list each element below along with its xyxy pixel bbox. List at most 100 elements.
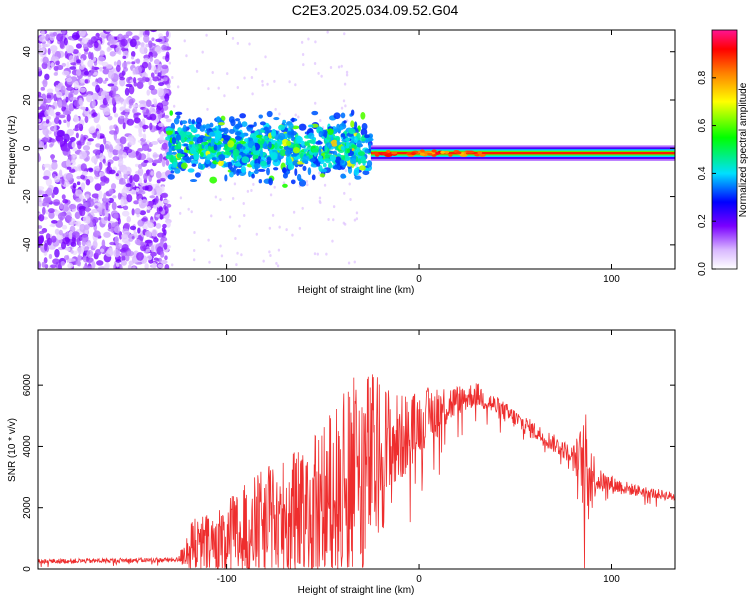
spectrogram-noise-mark bbox=[83, 70, 89, 76]
spectrogram-noise-mark bbox=[38, 35, 47, 42]
spectrogram-noise-mark bbox=[134, 239, 141, 245]
spectrogram-noise-mark bbox=[113, 87, 117, 96]
spectrogram-noise-mark bbox=[122, 66, 129, 72]
spectrogram-signal-mark bbox=[329, 150, 335, 154]
spectrogram-noise-mark bbox=[41, 62, 48, 70]
spectrogram-signal-mark bbox=[237, 120, 242, 127]
spectrogram-signal-mark bbox=[170, 170, 175, 174]
spectrogram-signal-mark bbox=[278, 132, 285, 141]
spectrogram-noise-mark bbox=[139, 79, 146, 83]
spectrogram-signal-mark bbox=[266, 167, 270, 176]
spectrogram-signal-mark bbox=[234, 136, 241, 140]
spectrogram-noise-mark bbox=[52, 199, 61, 206]
spectrogram-noise-mark bbox=[38, 186, 45, 191]
spectrogram-signal-mark bbox=[317, 155, 323, 162]
spectrogram-signal-mark bbox=[239, 113, 247, 119]
spectrogram-signal-mark bbox=[287, 157, 292, 165]
spectrogram-noise-mark bbox=[94, 165, 100, 172]
spectrogram-noise-mark bbox=[47, 47, 51, 55]
spectrogram-noise-mark bbox=[261, 79, 264, 83]
spectrogram-noise-mark bbox=[343, 191, 346, 195]
spectrogram-noise-mark bbox=[57, 99, 63, 109]
spectrogram-noise-mark bbox=[255, 232, 259, 236]
spectrogram-noise-mark bbox=[145, 249, 151, 253]
spectrogram-noise-mark bbox=[103, 216, 109, 221]
spectrogram-noise-mark bbox=[125, 83, 133, 88]
spectrogram-noise-mark bbox=[86, 249, 94, 258]
spectrogram-noise-mark bbox=[158, 206, 163, 212]
spectrogram-noise-mark bbox=[306, 183, 309, 187]
spectrogram-noise-mark bbox=[153, 59, 160, 65]
spectrogram-noise-mark bbox=[62, 237, 70, 245]
spectrogram-noise-mark bbox=[92, 71, 99, 76]
spectrogram-noise-mark bbox=[38, 225, 43, 229]
spectrogram-noise-mark bbox=[271, 213, 275, 217]
spectrogram-noise-mark bbox=[81, 170, 88, 176]
spectrogram-frame bbox=[37, 29, 676, 270]
spectrogram-noise-mark bbox=[344, 169, 348, 173]
spectrogram-signal-mark bbox=[195, 117, 203, 125]
spectrogram-noise-mark bbox=[155, 170, 162, 179]
spectrogram-noise-mark bbox=[325, 252, 328, 256]
spectrogram-noise-mark bbox=[275, 261, 278, 265]
spectrogram-noise-mark bbox=[111, 201, 117, 211]
spectrogram-noise-mark bbox=[52, 186, 59, 196]
spectrogram-noise-mark bbox=[112, 195, 117, 199]
spectrogram-noise-mark bbox=[121, 210, 130, 217]
spectrogram-signal-mark bbox=[259, 149, 264, 158]
spectrogram-noise-mark bbox=[65, 215, 72, 223]
spectrogram-noise-mark bbox=[74, 221, 79, 226]
spectrogram-noise-mark bbox=[144, 239, 153, 244]
spectrogram-noise-mark bbox=[65, 172, 74, 181]
spectrogram-noise-mark bbox=[155, 223, 162, 229]
spectrogram-noise-mark bbox=[86, 141, 92, 146]
spectrogram-noise-mark bbox=[70, 241, 77, 247]
spectrogram-noise-mark bbox=[115, 259, 122, 263]
spectrogram-noise-mark bbox=[84, 194, 90, 199]
spectrogram-noise-mark bbox=[274, 107, 277, 111]
spectrogram-noise-mark bbox=[161, 64, 169, 70]
spectrogram-noise-mark bbox=[99, 135, 105, 139]
spectrogram-noise-mark bbox=[49, 45, 58, 52]
spectrogram-line-spot bbox=[448, 153, 453, 157]
spectrogram-noise-mark bbox=[50, 154, 55, 161]
spectrogram-noise-mark bbox=[329, 66, 333, 70]
spectrogram-signal-mark bbox=[340, 112, 346, 119]
spectrogram-noise-mark bbox=[165, 54, 170, 63]
spectrogram-signal-mark bbox=[360, 155, 366, 163]
spectrogram-signal-mark bbox=[284, 149, 291, 157]
spectrogram-signal-mark bbox=[227, 161, 233, 170]
spectrogram-noise-mark bbox=[107, 222, 112, 230]
spectrogram-noise-mark bbox=[80, 163, 87, 172]
spectrogram-noise-mark bbox=[133, 174, 140, 183]
spectrogram-noise-mark bbox=[56, 64, 64, 71]
spectrogram-noise-mark bbox=[135, 58, 141, 64]
spectrogram-noise-mark bbox=[119, 76, 126, 81]
spectrogram-noise-mark bbox=[38, 261, 42, 269]
spectrogram-noise-mark bbox=[68, 168, 76, 173]
spectrogram-noise-mark bbox=[208, 260, 211, 264]
spectrogram-noise-mark bbox=[207, 87, 210, 91]
spectrogram-signal-mark bbox=[173, 117, 180, 125]
spectrogram-signal-mark bbox=[174, 168, 181, 174]
spectrogram-noise-mark bbox=[45, 177, 52, 187]
spectrogram-signal-mark bbox=[256, 134, 263, 139]
spectrogram-noise-mark bbox=[76, 123, 82, 128]
spectrogram-noise-mark bbox=[99, 248, 105, 253]
spectrogram-signal-mark bbox=[266, 156, 272, 165]
spectrogram-noise-mark bbox=[128, 104, 132, 109]
spectrogram-noise-mark bbox=[236, 41, 240, 45]
spectrogram-noise-mark bbox=[163, 204, 167, 211]
spectrogram-noise-mark bbox=[49, 223, 56, 227]
spectrogram-noise-mark bbox=[78, 97, 83, 106]
spectrogram-signal-mark bbox=[279, 145, 284, 149]
spectrogram-noise-mark bbox=[161, 192, 169, 199]
spectrogram-noise-mark bbox=[152, 51, 158, 59]
spectrogram-signal-mark bbox=[236, 143, 243, 148]
spectrogram-noise-mark bbox=[84, 79, 89, 84]
spectrogram-signal-mark bbox=[185, 131, 191, 136]
spectrogram-signal-mark bbox=[223, 151, 232, 155]
spectrogram-noise-mark bbox=[126, 194, 133, 203]
spectrogram-signal-mark bbox=[189, 147, 197, 155]
